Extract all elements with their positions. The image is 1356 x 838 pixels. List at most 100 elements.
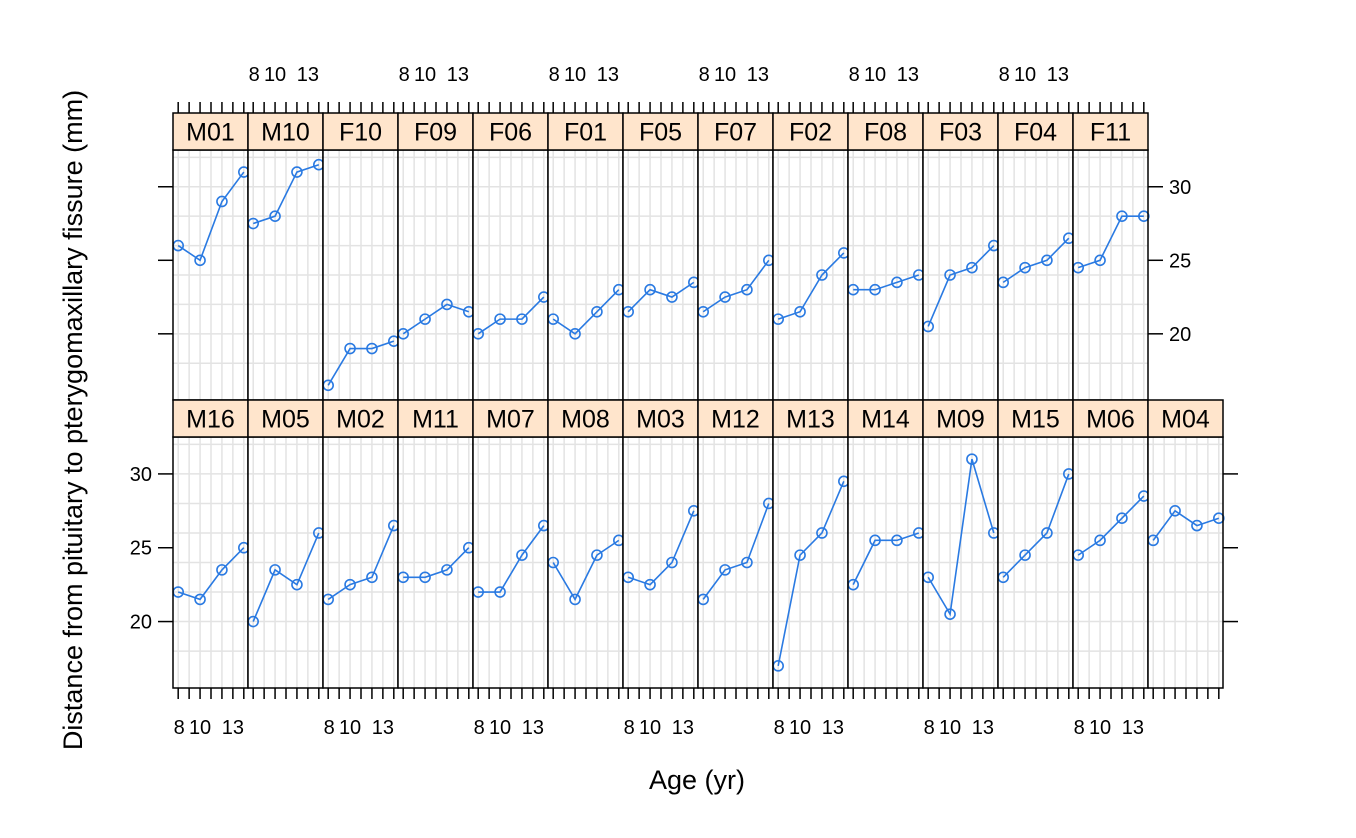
panel-m02: M02 (322, 399, 400, 689)
strip-label: M02 (336, 406, 385, 434)
x-tick-label: 8 (1074, 717, 1085, 739)
x-tick-label: 13 (597, 64, 619, 86)
panel-f07: F07 (697, 112, 775, 401)
strip-label: F06 (489, 119, 532, 147)
data-point (291, 578, 303, 591)
strip-label: F11 (1090, 119, 1131, 147)
strip-background (247, 112, 324, 151)
x-tick-label: 13 (897, 64, 919, 86)
strip-label: M06 (1086, 406, 1135, 434)
strip-background (697, 112, 774, 151)
series-line (402, 303, 470, 335)
data-point (741, 556, 753, 569)
strip-label: M01 (186, 119, 235, 147)
x-tick-label: 10 (714, 64, 736, 86)
strip-label: M13 (786, 406, 835, 434)
x-tick-label: 10 (339, 717, 361, 739)
strip-background (247, 399, 324, 438)
strip-label: M08 (561, 406, 610, 434)
strip-label: F02 (789, 119, 832, 147)
series-line (852, 532, 920, 586)
y-tick-label: 25 (130, 538, 152, 560)
panel-f09: F09 (397, 112, 475, 401)
data-point (1213, 512, 1225, 525)
panel-f01: F01 (547, 112, 625, 401)
panel-m08: M08 (547, 399, 625, 689)
strip-label: F01 (564, 119, 607, 147)
data-point (869, 283, 881, 296)
x-tick-label: 10 (1014, 64, 1036, 86)
x-tick-label: 13 (222, 717, 244, 739)
strip-label: M16 (186, 406, 235, 434)
strip-label: M07 (486, 406, 535, 434)
data-point (194, 593, 206, 606)
panel-m16: M16 (172, 399, 250, 689)
data-point (869, 534, 881, 547)
strip-background (547, 399, 624, 438)
data-point (644, 578, 656, 591)
x-tick-label: 10 (489, 717, 511, 739)
series-line (477, 296, 545, 335)
data-point (666, 556, 678, 569)
series-line (177, 171, 245, 262)
data-point (1019, 261, 1031, 274)
strip-label: M11 (412, 406, 459, 434)
x-tick-label: 8 (399, 64, 410, 86)
data-point (344, 578, 356, 591)
data-point (944, 608, 956, 620)
data-point (569, 328, 581, 340)
x-tick-label: 8 (624, 717, 635, 739)
data-point (591, 549, 603, 561)
data-point (1041, 527, 1053, 539)
panel-m14: M14 (847, 399, 925, 689)
series-line (627, 510, 695, 586)
strip-background (997, 112, 1074, 151)
series-line (252, 163, 320, 225)
data-point (591, 305, 603, 318)
x-tick-label: 10 (264, 64, 286, 86)
x-tick-label: 8 (699, 64, 710, 86)
data-point (1041, 254, 1053, 267)
series-line (552, 289, 620, 335)
series-line (1002, 473, 1070, 578)
data-point (441, 564, 453, 576)
x-axis-title: Age (yr) (649, 765, 745, 795)
data-point (216, 195, 228, 208)
series-line (1077, 495, 1145, 556)
series-line (1002, 237, 1070, 284)
strip-label: M03 (636, 406, 685, 434)
panel-m03: M03 (622, 399, 700, 689)
x-tick-label: 8 (549, 64, 560, 86)
y-tick-label: 30 (130, 464, 152, 486)
panel-f11: F11 (1072, 112, 1150, 401)
x-tick-label: 8 (324, 717, 335, 739)
x-tick-label: 10 (639, 717, 661, 739)
data-point (719, 291, 731, 303)
x-tick-label: 8 (924, 717, 935, 739)
strip-label: F05 (639, 119, 682, 147)
panel-m12: M12 (697, 399, 775, 689)
data-point (794, 305, 806, 318)
panel-m10: M10 (247, 112, 325, 401)
panel-f02: F02 (772, 112, 850, 401)
panel-f08: F08 (847, 112, 925, 401)
data-point (794, 549, 806, 561)
y-tick-label: 30 (1169, 177, 1191, 199)
x-tick-label: 8 (474, 717, 485, 739)
strip-label: M12 (711, 406, 760, 434)
data-point (966, 261, 978, 274)
x-tick-label: 13 (1047, 64, 1069, 86)
panel-m13: M13 (772, 399, 850, 689)
series-line (702, 503, 770, 600)
data-point (816, 269, 828, 281)
panels-layer: M01 M10 F10 F09 F06 F01 F05 F07 F02 F08 F03 F04 F11 M… (172, 112, 1225, 689)
x-tick-label: 13 (1122, 717, 1144, 739)
panel-f06: F06 (472, 112, 550, 401)
x-tick-label: 13 (372, 717, 394, 739)
data-point (516, 313, 528, 325)
data-point (419, 571, 431, 584)
data-point (966, 453, 978, 465)
x-tick-label: 8 (774, 717, 785, 739)
series-line (853, 274, 920, 291)
